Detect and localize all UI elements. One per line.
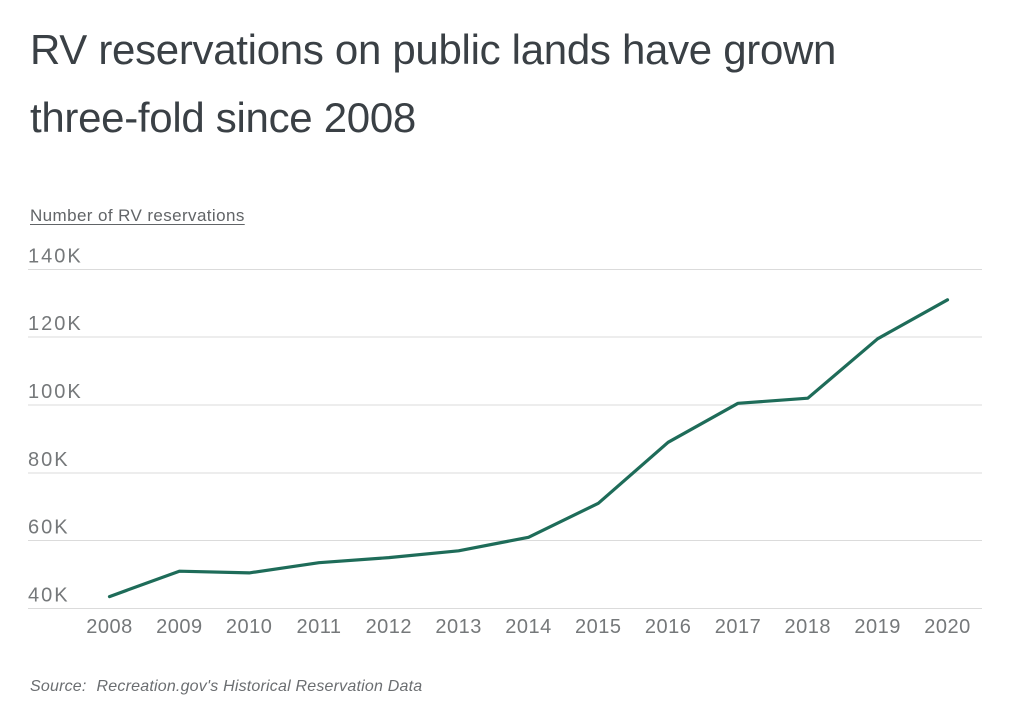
x-tick-label: 2020 <box>924 616 971 638</box>
x-tick-label: 2014 <box>505 616 552 638</box>
chart-title-line2: three-fold since 2008 <box>30 94 416 141</box>
y-tick-label: 40K <box>28 585 70 607</box>
y-tick-label: 60K <box>28 517 70 539</box>
data-line <box>107 298 950 599</box>
x-tick-label: 2009 <box>156 616 203 638</box>
source-label: Source: <box>30 678 87 695</box>
source-text: Recreation.gov's Historical Reservation … <box>96 678 423 695</box>
x-tick-label: 2011 <box>296 616 341 638</box>
x-tick-label: 2008 <box>86 616 133 638</box>
x-tick-label: 2010 <box>226 616 273 638</box>
x-tick-label: 2016 <box>645 616 692 638</box>
x-tick-label: 2013 <box>435 616 482 638</box>
y-axis-title: Number of RV reservations <box>30 206 245 225</box>
y-tick-label: 140K <box>28 245 83 267</box>
x-tick-label: 2019 <box>854 616 901 638</box>
y-tick-label: 120K <box>28 313 83 335</box>
x-tick-label: 2015 <box>575 616 622 638</box>
x-tick-label: 2012 <box>366 616 413 638</box>
source-note: Source: Recreation.gov's Historical Reser… <box>30 678 422 696</box>
y-tick-label: 80K <box>28 449 70 471</box>
x-tick-label: 2018 <box>785 616 832 638</box>
chart-title-line1: RV reservations on public lands have gro… <box>30 26 837 73</box>
y-tick-label: 100K <box>28 381 83 403</box>
chart-title: RV reservations on public lands have gro… <box>30 16 990 152</box>
x-tick-label: 2017 <box>715 616 762 638</box>
